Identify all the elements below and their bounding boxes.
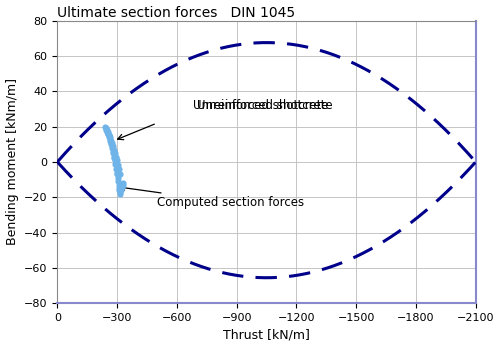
Point [116,171,124,177]
Point [112,158,120,163]
Point [102,129,110,135]
Point [106,138,114,144]
Point [107,142,115,147]
Point [108,145,116,151]
Point [108,143,116,149]
Text: Unreinforced shotcrete: Unreinforced shotcrete [197,99,332,112]
Point [111,161,119,167]
Point [110,156,118,161]
Point [106,134,114,140]
Point [104,131,112,136]
Point [113,171,121,177]
Point [103,127,111,133]
Point [119,180,127,186]
Point [110,147,118,152]
Point [102,127,110,133]
Point [112,170,120,175]
Point [102,126,110,131]
Point [116,187,124,193]
Point [101,124,109,129]
Y-axis label: Bending moment [kNm/m]: Bending moment [kNm/m] [6,78,18,245]
Point [110,150,118,156]
Point [110,158,118,163]
Point [112,166,120,172]
Point [105,134,113,140]
Point [106,138,114,144]
Point [110,154,118,159]
Point [114,163,122,168]
Point [114,166,122,172]
Point [118,186,126,191]
Point [112,154,120,159]
Point [106,136,114,142]
Point [114,175,122,180]
Point [118,182,126,188]
Point [108,140,116,145]
Point [114,179,122,184]
Point [112,163,120,168]
Point [117,187,125,193]
Point [106,140,114,145]
Point [104,133,112,138]
Point [116,191,124,196]
Point [104,131,112,136]
Point [118,184,126,189]
Point [116,189,124,195]
Point [114,182,122,188]
Text: Ultimate section forces   DIN 1045: Ultimate section forces DIN 1045 [58,6,296,19]
Point [108,149,116,154]
Point [108,143,116,149]
X-axis label: Thrust [kN/m]: Thrust [kN/m] [223,329,310,341]
Text: Unreinforced shotcrete: Unreinforced shotcrete [193,99,328,112]
Text: Computed section forces: Computed section forces [120,186,304,209]
Point [115,186,123,191]
Point [104,129,112,135]
Point [104,133,112,138]
Point [109,150,117,156]
